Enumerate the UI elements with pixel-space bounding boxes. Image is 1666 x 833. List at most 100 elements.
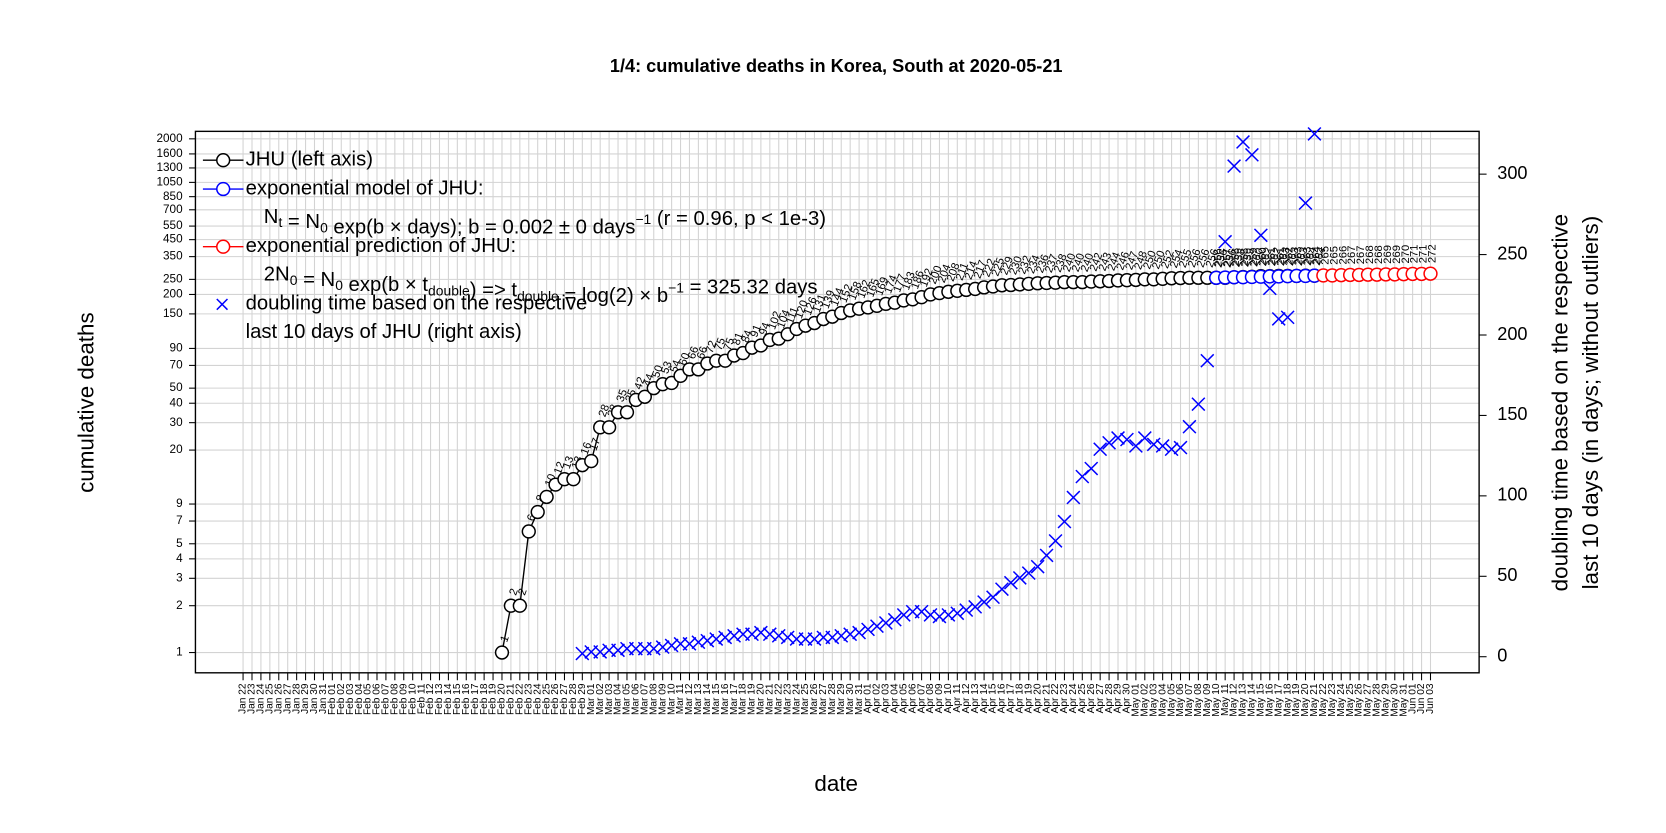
x-tick-label: Apr 18 <box>1014 683 1025 713</box>
value-label: 256 <box>1204 247 1222 269</box>
cross-stroke <box>1191 397 1206 412</box>
cross <box>807 632 822 646</box>
y2-tick-label: 250 <box>1497 243 1527 263</box>
x-tick-label: Feb 04 <box>354 683 365 715</box>
x-tick-label: Feb 20 <box>497 683 508 715</box>
y2-tick-label: 200 <box>1497 324 1527 344</box>
x-tick-label: Mar 01 <box>586 683 597 715</box>
legend-text: exp(b × days); b = 0.002 ± 0 days <box>328 217 636 239</box>
value-label: 271 <box>1418 245 1430 264</box>
value-label: 91 <box>748 323 764 339</box>
value-label: 261 <box>1275 247 1287 266</box>
x-tick-label: May 08 <box>1193 683 1204 717</box>
x-tick-label: Apr 16 <box>997 683 1008 713</box>
value-label: 268 <box>1364 245 1376 264</box>
x-tick-label: Feb 27 <box>559 683 570 715</box>
cross <box>1057 514 1072 529</box>
cross-stroke <box>1262 281 1277 296</box>
cross <box>995 582 1009 597</box>
x-tick-label: Jan 26 <box>273 683 284 714</box>
x-tick-label: Feb 11 <box>416 683 427 714</box>
x-tick-label: Feb 12 <box>425 683 436 715</box>
value-label: 111 <box>784 306 801 326</box>
y-tick-label: 3 <box>176 571 183 584</box>
x-tick-label: Mar 15 <box>711 683 722 715</box>
value-label: 266 <box>1337 246 1349 265</box>
chart-title: 1/4: cumulative deaths in Korea, South a… <box>610 56 1063 76</box>
cross <box>718 630 733 645</box>
x-tick-label: Mar 21 <box>764 683 775 715</box>
value-label: 13 <box>561 455 577 471</box>
cross <box>861 622 875 637</box>
cross <box>959 603 974 618</box>
x-tick-label: Feb 26 <box>550 683 561 715</box>
y-tick-label: 550 <box>163 219 183 232</box>
cross-stroke <box>878 616 893 630</box>
x-tick-label: May 26 <box>1354 683 1365 717</box>
x-tick-label: Feb 28 <box>568 683 579 715</box>
cross-stroke <box>807 632 822 646</box>
cross <box>1253 228 1268 243</box>
cross-stroke <box>825 630 840 645</box>
y-tick-label: 250 <box>163 272 183 285</box>
cross <box>1048 533 1063 548</box>
cross-stroke <box>1244 147 1259 162</box>
cross-stroke <box>611 643 625 658</box>
cross-stroke <box>700 633 715 648</box>
x-tick-label: Apr 04 <box>889 683 900 713</box>
cross-stroke <box>968 599 983 614</box>
cross <box>1102 435 1117 450</box>
x-tick-label: Feb 06 <box>372 683 383 715</box>
cross <box>575 646 590 661</box>
value-label: 268 <box>1373 245 1385 264</box>
cross <box>914 604 929 619</box>
x-tick-label: May 21 <box>1309 683 1320 717</box>
legend-symbol <box>216 181 231 197</box>
x-tick-label: Mar 25 <box>800 683 811 715</box>
cross <box>1236 135 1250 149</box>
cross-stroke <box>1057 514 1072 529</box>
cross <box>896 607 911 622</box>
value-label: 28 <box>597 403 613 419</box>
value-label: 258 <box>1230 248 1242 267</box>
cross <box>1146 437 1161 452</box>
cross <box>1021 566 1036 581</box>
cross-stroke <box>852 625 867 640</box>
cross-stroke <box>1146 437 1161 452</box>
x-tick-label: May 09 <box>1202 683 1213 717</box>
cross-stroke <box>1030 559 1045 574</box>
cross-stroke <box>655 640 670 655</box>
x-tick-label: Apr 30 <box>1122 683 1133 713</box>
value-label: 126 <box>802 295 820 317</box>
value-label: 12 <box>552 460 568 476</box>
cross <box>691 635 706 650</box>
value-label: 222 <box>981 257 999 279</box>
x-tick-label: Feb 07 <box>381 683 392 715</box>
x-tick-label: Mar 10 <box>666 683 677 715</box>
x-tick-label: Apr 17 <box>1006 683 1017 713</box>
x-tick-label: Feb 02 <box>336 683 347 715</box>
legend-symbol <box>216 298 229 311</box>
value-label: 258 <box>1231 247 1249 269</box>
x-tick-label: Feb 01 <box>327 683 338 715</box>
cross-stroke <box>1093 442 1108 457</box>
x-tick-label: Feb 22 <box>515 683 526 715</box>
cross-stroke <box>1012 570 1027 585</box>
x-tick-label: May 04 <box>1157 683 1168 717</box>
x-tick-label: Mar 17 <box>729 683 740 715</box>
x-tick-label: Feb 10 <box>407 683 418 715</box>
cross-stroke <box>762 627 777 642</box>
x-tick-label: Apr 21 <box>1041 683 1052 713</box>
cross-stroke <box>870 619 884 634</box>
value-label: 139 <box>820 289 838 311</box>
x-tick-label: Mar 26 <box>809 683 820 715</box>
point <box>566 472 581 487</box>
x-tick-label: Feb 29 <box>577 683 588 715</box>
x-tick-label: Apr 25 <box>1077 683 1088 713</box>
x-tick-label: Feb 21 <box>506 683 517 715</box>
x-tick-label: Feb 03 <box>345 683 356 715</box>
y2-tick-label: 150 <box>1497 404 1527 424</box>
x-tick-label: Apr 19 <box>1023 683 1034 713</box>
x-tick-label: Apr 27 <box>1095 683 1106 713</box>
